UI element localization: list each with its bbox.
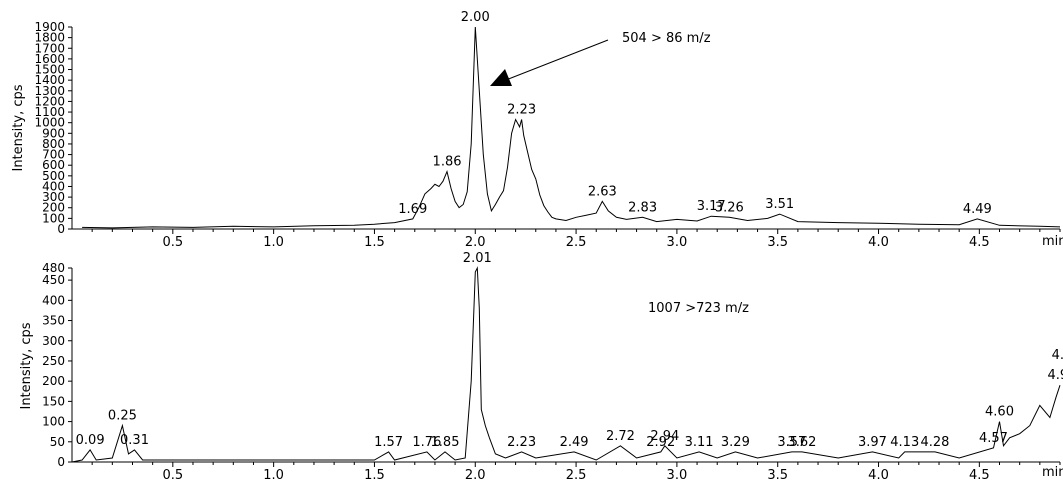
peak-label: 2.63 xyxy=(588,184,617,199)
peak-label: 0.25 xyxy=(108,409,137,424)
y-tick-label: 400 xyxy=(42,179,65,193)
y-tick-label: 0 xyxy=(57,455,65,469)
y-tick-label: 1800 xyxy=(34,31,65,45)
y-tick-label: 200 xyxy=(42,374,65,388)
peak-label: 3.51 xyxy=(765,197,794,212)
y-tick-label: 800 xyxy=(42,137,65,151)
peak-label: 3.57 xyxy=(777,435,806,450)
y-tick-label: 600 xyxy=(42,158,65,172)
y-axis-label: Intensity, cps xyxy=(11,84,26,171)
peak-label: 4.13 xyxy=(890,435,919,450)
y-tick-label: 150 xyxy=(42,394,65,408)
y-tick-label: 480 xyxy=(42,261,65,275)
y-tick-label: 300 xyxy=(42,190,65,204)
x-tick-label: 2.0 xyxy=(465,235,486,250)
y-tick-label: 0 xyxy=(57,222,65,236)
x-tick-label: 3.0 xyxy=(667,468,688,480)
x-tick-label: 4.5 xyxy=(969,468,990,480)
annotation-arrow-line xyxy=(505,39,609,81)
peak-label: 2.94 xyxy=(650,429,679,444)
peak-label: 1.69 xyxy=(398,202,427,217)
peak-label: 3.97 xyxy=(858,435,887,450)
y-tick-label: 350 xyxy=(42,314,65,328)
peak-label: 2.83 xyxy=(628,200,657,215)
x-tick-label: 4.0 xyxy=(868,235,889,250)
x-tick-label: 1.0 xyxy=(263,235,284,250)
peak-label: 2.01 xyxy=(463,251,492,266)
peak-label: 2.23 xyxy=(507,435,536,450)
y-tick-label: 1900 xyxy=(34,20,65,34)
y-tick-label: 100 xyxy=(42,211,65,225)
y-tick-label: 1300 xyxy=(34,84,65,98)
y-tick-label: 1100 xyxy=(34,105,65,119)
x-tick-label: 0.5 xyxy=(162,468,183,480)
peak-label: 3.29 xyxy=(721,435,750,450)
peak-label: 4.49 xyxy=(963,202,992,217)
peak-label: 4.91 xyxy=(1048,368,1063,383)
peak-label: 3.62 xyxy=(787,435,816,450)
y-tick-label: 900 xyxy=(42,126,65,140)
y-tick-label: 300 xyxy=(42,334,65,348)
x-tick-label: 1.5 xyxy=(364,468,385,480)
y-tick-label: 1200 xyxy=(34,94,65,108)
peak-label: 3.26 xyxy=(715,200,744,215)
y-tick-label: 100 xyxy=(42,415,65,429)
x-tick-label: 3.0 xyxy=(667,235,688,250)
peak-label: 1.85 xyxy=(431,435,460,450)
peak-label: 4.57 xyxy=(979,431,1008,446)
y-tick-label: 250 xyxy=(42,354,65,368)
peak-label: 0.31 xyxy=(120,433,149,448)
x-tick-label: 3.5 xyxy=(767,468,788,480)
x-tick-label: 4.5 xyxy=(969,235,990,250)
y-tick-label: 1000 xyxy=(34,116,65,130)
chromatogram-panel-1007-723: Intensity, cps min 1007 >723 m/z 0 50 100 1… xyxy=(19,251,1063,480)
peak-label: 3.17 xyxy=(697,199,726,214)
y-tick-label: 1500 xyxy=(34,63,65,77)
x-tick-label: 1.0 xyxy=(263,468,284,480)
y-tick-label: 200 xyxy=(42,201,65,215)
transition-annotation: 504 > 86 m/z xyxy=(622,31,711,46)
x-tick-label: 2.5 xyxy=(566,235,587,250)
annotation-arrow-head xyxy=(490,69,512,86)
y-tick-label: 400 xyxy=(42,293,65,307)
x-tick-label: 4.0 xyxy=(868,468,889,480)
peak-label: 1.76 xyxy=(412,435,441,450)
chromatogram-trace xyxy=(71,266,1061,463)
y-axis-label: Intensity, cps xyxy=(19,322,34,409)
peak-label: 4.60 xyxy=(985,405,1014,420)
x-tick-label: 2.5 xyxy=(566,468,587,480)
chromatogram-trace xyxy=(82,26,1061,229)
y-tick-label: 1400 xyxy=(34,73,65,87)
y-tick-label: 1700 xyxy=(34,41,65,55)
peak-label: 4.93 xyxy=(1052,348,1063,363)
x-tick-label: 3.5 xyxy=(767,235,788,250)
peak-label: 2.49 xyxy=(560,435,589,450)
peak-label: 2.92 xyxy=(646,435,675,450)
peak-label: 3.11 xyxy=(685,435,714,450)
y-tick-label: 50 xyxy=(50,435,65,449)
peak-label: 2.00 xyxy=(461,10,490,25)
y-tick-label: 450 xyxy=(42,273,65,287)
peak-label: 1.57 xyxy=(374,435,403,450)
x-tick-label: 0.5 xyxy=(162,235,183,250)
peak-label: 2.23 xyxy=(507,102,536,117)
y-tick-label: 500 xyxy=(42,169,65,183)
x-axis-unit: min xyxy=(1042,234,1063,249)
y-tick-label: 700 xyxy=(42,148,65,162)
chromatogram-panel-504-86: Intensity, cps min 504 > 86 m/z 01002003… xyxy=(11,10,1063,250)
transition-annotation: 1007 >723 m/z xyxy=(648,301,749,316)
peak-label: 1.86 xyxy=(433,155,462,170)
x-axis-unit: min xyxy=(1042,465,1063,480)
peak-label: 2.72 xyxy=(606,429,635,444)
y-tick-label: 1600 xyxy=(34,52,65,66)
x-tick-label: 2.0 xyxy=(465,468,486,480)
peak-label: 0.09 xyxy=(76,433,105,448)
peak-label: 4.28 xyxy=(921,435,950,450)
x-tick-label: 1.5 xyxy=(364,235,385,250)
